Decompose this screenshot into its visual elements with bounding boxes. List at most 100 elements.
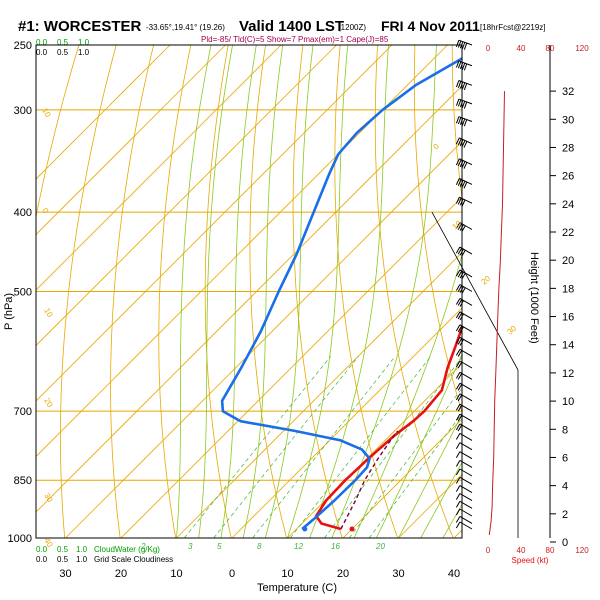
wind-barb-staff [458,80,473,86]
speed-tick-bottom: 0 [486,546,491,555]
wind-barb [455,284,473,294]
wind-barb-flag [457,81,462,88]
wind-barb-flag [463,162,468,169]
wind-barb-flag [457,404,463,412]
wind-barb [455,382,473,391]
height-tick-label: 22 [562,227,574,239]
dry-adiabat-line [110,45,154,538]
wind-barb-flag [461,140,466,148]
wind-barb-flag [455,60,460,68]
wind-barb-flag [457,424,463,432]
mixing-ratio-line [290,356,431,538]
wind-barb-flag [455,298,461,305]
dry-adiabat-label: 0 [40,207,50,216]
mixing-ratio-label: 3 [188,542,193,551]
wind-barb-flag [457,117,462,125]
wind-barb [455,137,473,148]
temperature-tick-label: 20 [115,568,127,580]
isotherm-line [231,307,462,538]
wind-barb-flag [463,63,468,71]
wind-barb-flag [455,393,461,401]
wind-barb-flag [455,468,461,476]
pressure-tick-label: 1000 [8,533,32,545]
mixing-ratio-line [349,387,462,538]
wind-barb [455,476,473,485]
wind-barb [455,485,473,493]
wind-barb [455,196,473,207]
wind-barb [455,403,473,412]
isotherm-line [453,529,462,538]
wind-barb-flag [455,501,461,508]
isotherm-line [36,45,282,291]
height-tick-label: 26 [562,171,574,183]
mixing-ratio-label: 20 [375,542,385,551]
moist-adiabat-line [242,45,284,538]
isotherm-label: 20 [480,274,493,287]
height-tick-label: 10 [562,396,574,408]
height-axis-label: Height (1000 Feet) [528,252,540,344]
wind-barb-flag [455,413,461,421]
moist-adiabat-line [331,45,437,538]
wind-barb-flag [455,493,461,500]
sounding-profiles [220,56,462,532]
wind-barb-flag [457,247,463,255]
wind-barb-flag [463,119,468,127]
temperature-tick-label: 0 [229,568,235,580]
wind-barb-flag [455,382,461,390]
wind-barb [455,336,473,346]
x-axis-label: Temperature (C) [257,582,337,594]
dry-adiabat-label: 10 [42,307,55,320]
pressure-tick-label: 300 [14,105,32,117]
height-tick-label: 4 [562,481,568,493]
wind-barb-flag [455,197,460,204]
wind-barb-flag [457,299,463,306]
wind-barb [455,246,473,257]
height-tick-label: 30 [562,114,574,126]
wind-barb [455,98,473,109]
wind-barb-flag [457,373,463,380]
wind-barb-flag [457,159,462,167]
isotherm-line [36,45,448,458]
speed-tick-top: 120 [575,44,589,53]
wind-barb-flag [455,116,460,124]
dry-adiabat-line [158,45,192,538]
wind-barb [455,451,473,460]
cloud-water-legend-bottom-0: 0.0 [36,545,48,554]
wind-barb-flag [455,423,461,431]
cloudiness-legend-0: 0.0 [36,48,48,57]
wind-barb-flag [455,477,461,484]
mixing-ratio-label: 5 [217,542,222,551]
height-tick-label: 20 [562,255,574,267]
wind-barb-flag [455,98,460,106]
isotherm-line [120,196,462,538]
height-tick-label: 24 [562,199,574,211]
mixing-ratio-label: 2 [140,542,146,551]
wind-barb-flag [461,62,466,70]
speed-tick-bottom: 40 [517,546,526,555]
wind-barb-flag [455,516,461,523]
wind-barb-flag [455,451,461,458]
wind-barb-flag [463,101,468,109]
wind-barb-flag [461,101,466,108]
moist-adiabat-line [420,461,462,538]
temperature-tick-label: 30 [59,568,71,580]
dry-adiabat-line [374,45,454,538]
pressure-tick-label: 700 [14,406,32,418]
wind-barb-flag [455,178,460,186]
y-axis-label: P (hPa) [3,293,15,330]
wind-barb [455,423,473,432]
height-tick-label: 0 [562,537,568,549]
wind-barb-flag [455,360,461,368]
station-coords: -33.65°,19.41° (19.26) [146,23,225,32]
plot-frame [35,44,463,539]
wind-barb-flag [455,324,461,332]
temperature-tick-label: 30 [392,568,404,580]
wind-barb [455,348,473,357]
isotherm-label: 30 [506,324,519,337]
wind-barb [455,516,473,524]
wind-barb-flag [455,158,460,166]
moist-adiabat-line [375,353,462,538]
isotherm-line [65,140,462,538]
